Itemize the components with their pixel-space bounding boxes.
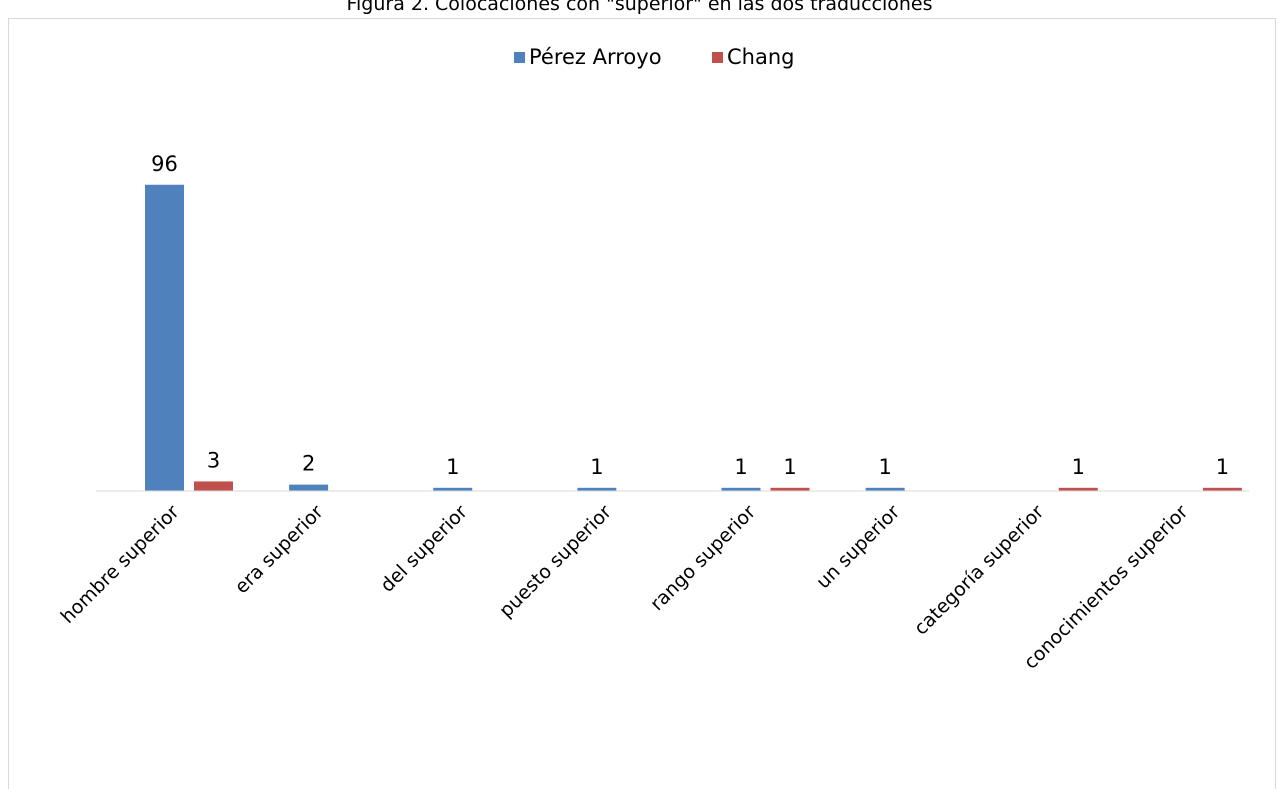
data-label-chang-rango-superior: 1 bbox=[783, 455, 796, 479]
legend-swatch-chang bbox=[712, 52, 723, 63]
tick-label-hombre-superior: hombre superior bbox=[57, 501, 184, 628]
bar-perez-arroyo-un-superior bbox=[865, 487, 905, 491]
bar-chang-categoria-superior bbox=[1058, 487, 1098, 491]
data-label-chang-categoria-superior: 1 bbox=[1072, 455, 1085, 479]
x-axis-tick-labels: hombre superior era superior del superior p… bbox=[57, 501, 1193, 674]
tick-label-un-superior: un superior bbox=[812, 501, 904, 593]
data-labels: 96 2 1 1 1 1 3 1 1 1 bbox=[151, 152, 1229, 479]
tick-label-del-superior: del superior bbox=[376, 501, 472, 597]
bar-chang-hombre-superior bbox=[194, 481, 233, 491]
legend-swatch-perez-arroyo bbox=[514, 52, 525, 63]
bar-perez-arroyo-hombre-superior bbox=[145, 184, 184, 491]
tick-label-categoria-superior: categoría superior bbox=[910, 501, 1049, 640]
bar-chang-conocimientos-superior bbox=[1202, 487, 1242, 491]
chart-title: Figura 2. Colocaciones con "superior" en… bbox=[346, 0, 933, 15]
bars bbox=[145, 184, 1242, 491]
data-label-perez-arroyo-era-superior: 2 bbox=[302, 452, 315, 476]
legend: Pérez Arroyo Chang bbox=[514, 45, 794, 69]
chart-area bbox=[8, 18, 1276, 789]
data-label-perez-arroyo-hombre-superior: 96 bbox=[151, 152, 178, 176]
legend-label-perez-arroyo: Pérez Arroyo bbox=[529, 45, 662, 69]
tick-label-era-superior: era superior bbox=[231, 501, 328, 598]
data-label-perez-arroyo-un-superior: 1 bbox=[878, 455, 891, 479]
legend-label-chang: Chang bbox=[727, 45, 794, 69]
data-label-chang-conocimientos-superior: 1 bbox=[1216, 455, 1229, 479]
tick-label-puesto-superior: puesto superior bbox=[495, 501, 616, 622]
bar-chang-rango-superior bbox=[770, 487, 810, 491]
bar-perez-arroyo-del-superior bbox=[433, 487, 473, 491]
data-label-perez-arroyo-puesto-superior: 1 bbox=[590, 455, 603, 479]
bar-perez-arroyo-era-superior bbox=[289, 484, 329, 491]
tick-label-conocimientos-superior: conocimientos superior bbox=[1020, 501, 1193, 674]
data-label-perez-arroyo-rango-superior: 1 bbox=[734, 455, 747, 479]
data-label-perez-arroyo-del-superior: 1 bbox=[446, 455, 459, 479]
bar-perez-arroyo-rango-superior bbox=[721, 487, 761, 491]
tick-label-rango-superior: rango superior bbox=[646, 501, 760, 615]
bar-perez-arroyo-puesto-superior bbox=[577, 487, 617, 491]
data-label-chang-hombre-superior: 3 bbox=[207, 448, 220, 472]
